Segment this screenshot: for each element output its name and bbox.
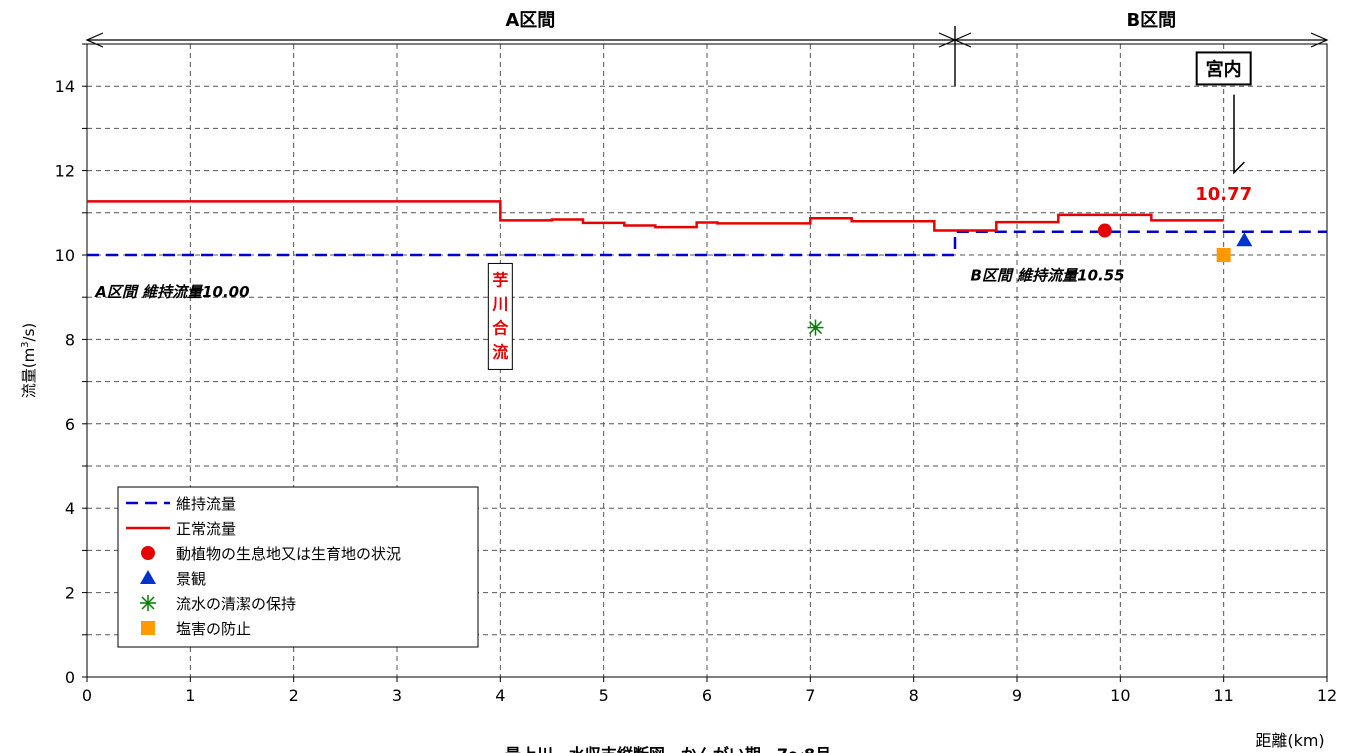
y-tick-label: 0: [65, 668, 75, 687]
a-maintenance-label: A区間 維持流量10.00: [94, 283, 249, 301]
x-tick-label: 5: [599, 686, 609, 705]
legend-label-cleanliness: 流水の清潔の保持: [176, 595, 296, 613]
station-label: 宮内: [1206, 58, 1242, 80]
confluence-char: 川: [491, 294, 508, 313]
confluence-char: 流: [492, 342, 508, 361]
x-tick-label: 12: [1317, 686, 1337, 705]
legend-label-normal: 正常流量: [176, 520, 236, 538]
section-a-label: A区間: [505, 10, 555, 31]
station-value: 10.77: [1195, 184, 1252, 205]
section-arrow-head-right: [1310, 32, 1329, 48]
y-tick-label: 12: [55, 162, 75, 181]
y-axis-label-tail: /s): [20, 323, 38, 342]
x-tick-label: 1: [185, 686, 195, 705]
marker-landscape: [1236, 232, 1253, 247]
legend-label-landscape: 景観: [176, 570, 206, 588]
x-tick-label: 9: [1012, 686, 1022, 705]
station-box: [1195, 51, 1252, 86]
y-axis-label: 流量(m3/s): [20, 323, 38, 399]
x-tick-label: 8: [909, 686, 919, 705]
y-tick-label: 8: [65, 330, 75, 349]
marker-cleanliness: [807, 319, 824, 336]
section-arrow-head-left: [85, 32, 104, 48]
y-tick-label: 10: [55, 246, 75, 265]
legend-box: [117, 486, 479, 648]
x-tick-label: 7: [805, 686, 815, 705]
confluence-char: 合: [492, 318, 509, 337]
y-axis-label-base: 流量(m: [20, 348, 38, 398]
x-tick-label: 4: [495, 686, 505, 705]
marker-salt: [1216, 248, 1231, 262]
legend-label-salt: 塩害の防止: [176, 620, 251, 638]
y-axis-label-sup: 3: [20, 341, 31, 347]
x-tick-label: 10: [1110, 686, 1130, 705]
section-b-label: B区間: [1126, 10, 1176, 31]
confluence-char: 芋: [492, 270, 508, 289]
x-tick-label: 2: [289, 686, 299, 705]
y-tick-label: 6: [65, 415, 75, 434]
legend-swatch-landscape: [140, 570, 156, 584]
marker-habitat: [1097, 223, 1112, 238]
legend-label-habitat: 動植物の生息地又は生育地の状況: [176, 545, 401, 563]
legend-swatch-cleanliness: [140, 595, 156, 611]
y-tick-label: 14: [55, 77, 75, 96]
x-tick-label: 11: [1213, 686, 1233, 705]
x-tick-label: 3: [392, 686, 402, 705]
series-line-normal: [87, 200, 1224, 232]
chart-title: 最上川 水収支縦断図 かんがい期 7～8月: [505, 745, 831, 753]
series-line-maintenance: [87, 230, 1327, 257]
x-axis-label: 距離(km): [1255, 731, 1324, 750]
y-tick-label: 4: [65, 499, 75, 518]
y-tick-label: 2: [65, 584, 75, 603]
confluence-box: [487, 262, 513, 370]
b-maintenance-label: B区間 維持流量10.55: [971, 266, 1125, 284]
legend-label-maintenance: 維持流量: [176, 495, 236, 513]
station-pointer: [1233, 94, 1245, 175]
markers-group: [807, 223, 1253, 336]
legend-swatch-salt: [141, 621, 155, 635]
series-group: [87, 200, 1327, 257]
x-tick-label: 0: [82, 686, 92, 705]
legend-swatch-habitat: [141, 546, 155, 560]
x-tick-label: 6: [702, 686, 712, 705]
